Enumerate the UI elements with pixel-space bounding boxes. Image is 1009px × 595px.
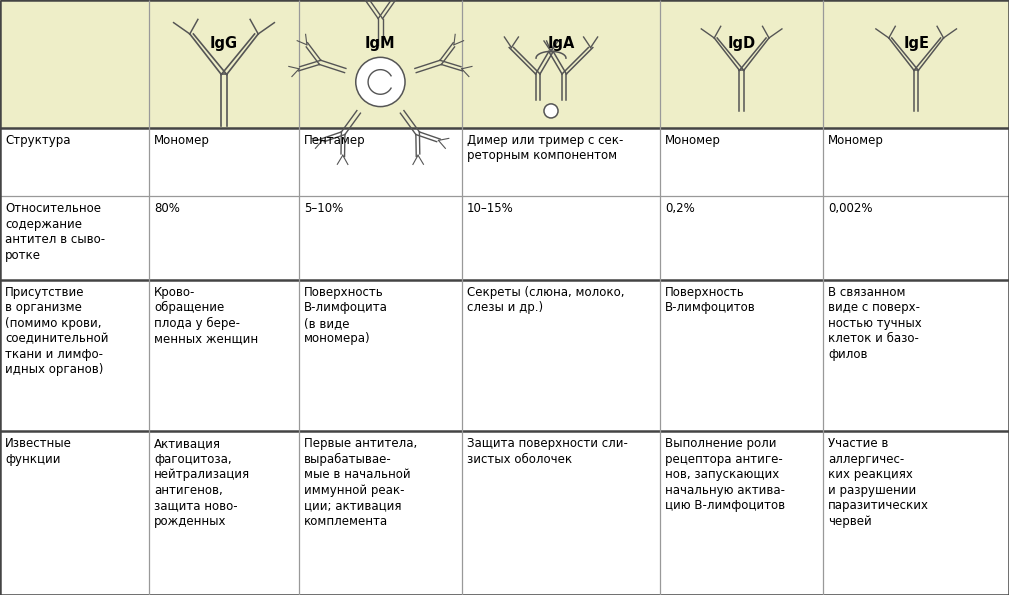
Text: Участие в
аллергичес-
ких реакциях
и разрушении
паразитических
червей: Участие в аллергичес- ких реакциях и раз… xyxy=(828,437,929,528)
Text: 0,002%: 0,002% xyxy=(828,202,873,215)
Text: Защита поверхности сли-
зистых оболочек: Защита поверхности сли- зистых оболочек xyxy=(467,437,628,466)
Text: IgM: IgM xyxy=(365,36,396,51)
Text: Поверхность
В-лимфоцита
(в виде
мономера): Поверхность В-лимфоцита (в виде мономера… xyxy=(304,286,387,345)
Bar xyxy=(0,431,1009,595)
Bar xyxy=(0,280,1009,431)
Bar xyxy=(0,0,1009,128)
Text: IgA: IgA xyxy=(547,36,575,51)
Text: Димер или тример с сек-
реторным компонентом: Димер или тример с сек- реторным компоне… xyxy=(467,134,624,162)
Bar xyxy=(0,128,1009,196)
Text: IgD: IgD xyxy=(727,36,756,51)
Text: 5–10%: 5–10% xyxy=(304,202,343,215)
Text: IgE: IgE xyxy=(903,36,929,51)
Text: Первые антитела,
вырабатывае-
мые в начальной
иммунной реак-
ции; активация
комп: Первые антитела, вырабатывае- мые в нача… xyxy=(304,437,417,528)
Circle shape xyxy=(544,104,558,118)
Text: Присутствие
в организме
(помимо крови,
соединительной
ткани и лимфо-
идных орган: Присутствие в организме (помимо крови, с… xyxy=(5,286,109,376)
Circle shape xyxy=(356,57,405,107)
Text: В связанном
виде с поверх-
ностью тучных
клеток и базо-
филов: В связанном виде с поверх- ностью тучных… xyxy=(828,286,922,361)
Text: Относительное
содержание
антител в сыво-
ротке: Относительное содержание антител в сыво-… xyxy=(5,202,105,262)
Text: Поверхность
В-лимфоцитов: Поверхность В-лимфоцитов xyxy=(665,286,756,314)
Text: Активация
фагоцитоза,
нейтрализация
антигенов,
защита ново-
рожденных: Активация фагоцитоза, нейтрализация анти… xyxy=(154,437,250,528)
Text: Секреты (слюна, молоко,
слезы и др.): Секреты (слюна, молоко, слезы и др.) xyxy=(467,286,625,314)
Bar xyxy=(0,196,1009,280)
Text: Пентамер: Пентамер xyxy=(304,134,365,147)
Text: 0,2%: 0,2% xyxy=(665,202,694,215)
Text: Мономер: Мономер xyxy=(154,134,210,147)
Text: 80%: 80% xyxy=(154,202,181,215)
Text: Мономер: Мономер xyxy=(828,134,884,147)
Text: 10–15%: 10–15% xyxy=(467,202,514,215)
Text: Структура: Структура xyxy=(5,134,71,147)
Text: Мономер: Мономер xyxy=(665,134,720,147)
Text: Известные
функции: Известные функции xyxy=(5,437,72,466)
Text: Крово-
обращение
плода у бере-
менных женщин: Крово- обращение плода у бере- менных же… xyxy=(154,286,258,345)
Text: IgG: IgG xyxy=(210,36,238,51)
Text: Выполнение роли
рецептора антиге-
нов, запускающих
начальную актива-
цию В-лимфо: Выполнение роли рецептора антиге- нов, з… xyxy=(665,437,785,512)
